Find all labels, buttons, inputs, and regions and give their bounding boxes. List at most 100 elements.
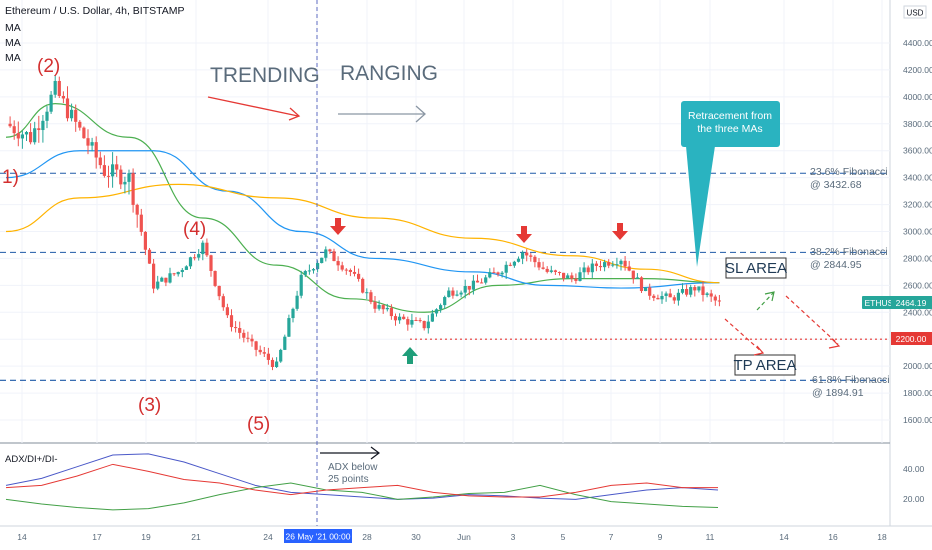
candle-body [504,264,508,273]
candle-body [693,287,697,291]
candle-body [20,134,24,139]
candle-body [668,293,672,298]
down-arrow-icon [516,226,532,243]
candle-body [398,316,402,321]
adx-series-line [5,453,719,500]
adx-indicator-lines [5,453,719,511]
candle-body [156,281,160,289]
candle-body [86,138,90,146]
candle-body [713,296,717,301]
candle-body [217,285,221,297]
candle-body [705,293,709,296]
adx-pane-title: ADX/DI+/DI- [5,454,58,465]
x-tick-label: 24 [263,532,273,542]
candle-body [566,275,570,279]
projection-paths [724,291,839,353]
candle-body [607,262,611,266]
candle-body [311,269,316,271]
candle-body [586,267,590,273]
candle-body [221,296,225,308]
candle-body [603,262,607,268]
candle-body [553,270,557,272]
currency-badge[interactable] [903,5,927,19]
candle-body [492,272,496,274]
fibonacci-lines [0,172,890,381]
wave-label-1: 1) [2,167,19,188]
callout-text: Retracement from the three MAs [688,110,772,135]
candle-body [717,300,721,302]
price-tick-label: 1800.00 [903,388,932,398]
price-tick-label: 2000.00 [903,361,932,371]
candle-body [139,214,143,232]
candle-body [299,274,303,296]
candle-body [516,258,521,262]
candle-body [582,267,586,273]
x-tick-label: 26 May '21 00:00 [286,532,351,542]
candle-body [90,142,94,146]
x-tick-label: 28 [362,532,372,542]
candle-body [250,338,254,342]
x-tick-label: 21 [191,532,201,542]
candle-body [254,341,258,350]
candle-body [332,251,336,262]
time-x-axis: 14 17 19 21 24 26 May '21 00:00 28 30 Jun 3 5 7 9 11 1… [17,529,887,543]
sl-area-label: SL AREA [725,260,787,277]
candle-body [594,263,598,266]
candle-body [623,260,627,267]
candle-body [258,349,262,353]
candle-body [443,297,447,306]
price-tick-label: 3600.00 [903,146,932,156]
moving-average-line [5,150,720,289]
candle-body [406,319,410,325]
candle-body [279,349,283,362]
candle-body [500,272,504,275]
adx-annotation: ADX below 25 points [328,462,378,485]
candle-body [389,307,393,317]
tp-area-box [734,354,796,376]
candle-body [41,120,45,131]
candle-body [234,327,238,329]
candle-body [152,263,156,289]
price-tick-label: 2800.00 [903,253,932,263]
price-tick-label: 2400.00 [903,307,932,317]
price-tick-label: 2600.00 [903,280,932,290]
candle-body [537,262,541,268]
candle-body [611,264,615,266]
candle-body [357,273,361,279]
candle-body [631,270,635,279]
crosshair-date-badge [284,529,352,543]
sl-area-box [725,257,787,279]
candle-body [29,132,33,143]
adx-ytick-20: 20.00 [903,494,925,504]
x-tick-label: 18 [877,532,887,542]
candle-body [639,277,644,292]
price-tick-label: 4000.00 [903,92,932,102]
candle-body [508,264,512,266]
candle-body [496,272,500,275]
candle-body [590,263,594,273]
candle-body [12,126,16,134]
candle-body [459,292,463,295]
candle-body [648,287,652,296]
candle-body [451,290,455,296]
x-tick-label: 14 [779,532,789,542]
x-tick-label: 7 [609,532,614,542]
candle-body [488,272,492,278]
candle-body [336,261,340,266]
candle-body [262,352,266,354]
candle-body [164,277,168,283]
adx-ytick-40: 40.00 [903,464,925,474]
x-tick-label: 9 [658,532,663,542]
candle-body [557,271,562,273]
candle-body [439,305,443,310]
candle-body [209,255,213,271]
candle-body [24,132,29,135]
candle-body [352,271,357,274]
candle-body [172,273,176,275]
candle-body [316,263,320,270]
candle-body [475,280,480,283]
price-tick-label: 4200.00 [903,65,932,75]
candle-body [598,265,603,268]
candle-body [283,336,287,350]
candle-body [168,273,172,283]
